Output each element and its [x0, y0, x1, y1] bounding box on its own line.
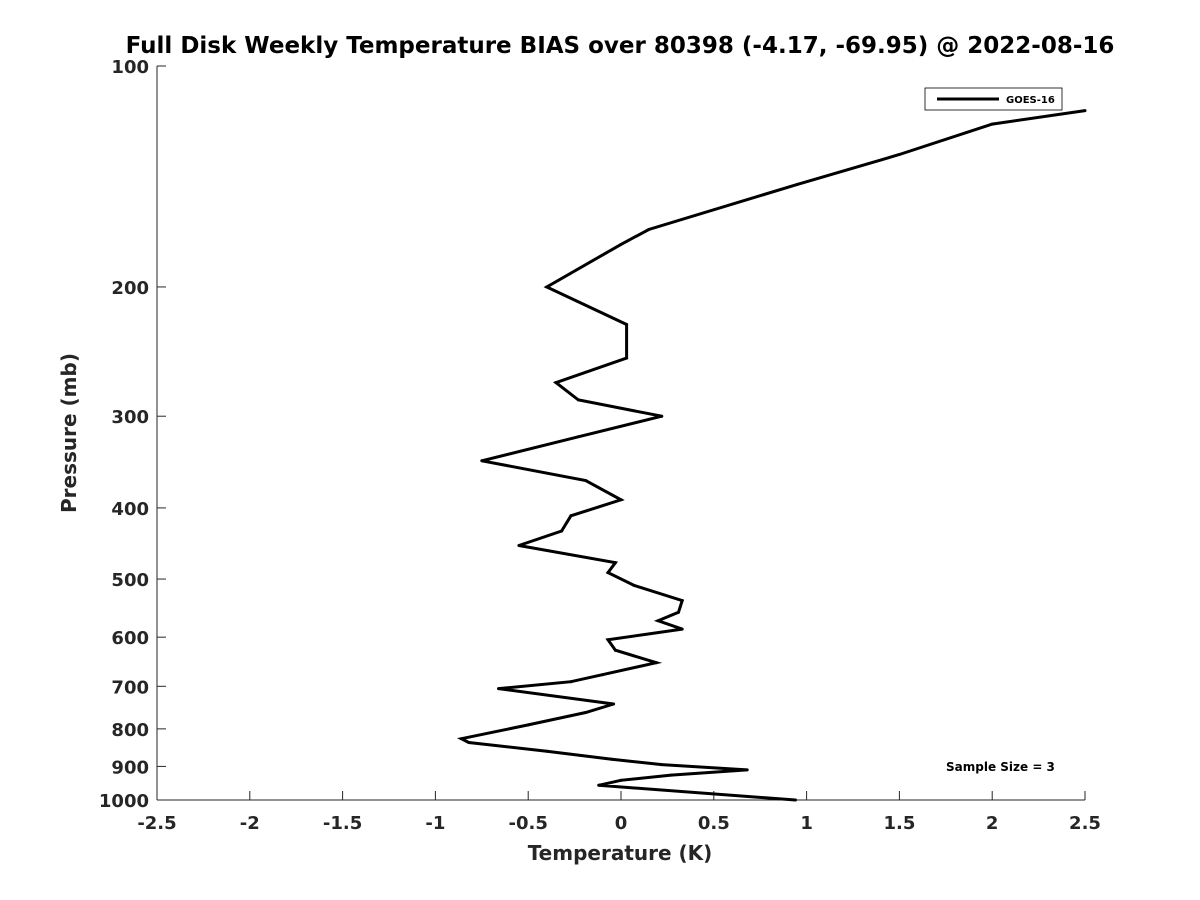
y-ticks: 100 200 300 400 500 600 700 800 900 1000 [99, 57, 166, 812]
data-point [625, 356, 629, 360]
y-tick-label: 500 [111, 570, 149, 591]
data-point [1083, 109, 1087, 113]
data-point [619, 242, 623, 246]
data-point [480, 459, 484, 463]
data-point [606, 571, 610, 575]
data-point [660, 763, 664, 767]
data-point [612, 702, 616, 706]
y-tick-label: 700 [111, 677, 149, 698]
data-point [795, 182, 799, 186]
y-tick-label: 600 [111, 628, 149, 649]
data-point [660, 414, 664, 418]
y-tick-label: 300 [111, 407, 149, 428]
data-point [545, 285, 549, 289]
x-tick-label: 2.5 [1069, 813, 1101, 834]
data-point [619, 778, 623, 782]
legend-label: GOES-16 [1006, 95, 1055, 106]
sample-size-annotation: Sample Size = 3 [946, 760, 1055, 774]
data-point [897, 153, 901, 156]
data-point [560, 529, 564, 533]
data-point [610, 757, 614, 761]
y-tick-label: 900 [111, 757, 149, 778]
x-tick-label: 0.5 [698, 813, 730, 834]
data-point [576, 398, 580, 402]
data-point [584, 479, 588, 482]
x-tick-label: -2.5 [137, 813, 176, 834]
y-tick-label: 800 [111, 720, 149, 741]
data-point [632, 583, 636, 587]
y-tick-label: 100 [111, 57, 149, 78]
plot-area: -2.5 -2 -1.5 -1 -0.5 0 0.5 1 1.5 2 2.5 100 200 300 40… [99, 57, 1101, 834]
axes-frame [157, 66, 1085, 800]
data-point [656, 619, 660, 623]
data-point [680, 627, 684, 631]
data-point [606, 638, 610, 642]
y-tick-label: 400 [111, 499, 149, 520]
data-point [576, 435, 580, 439]
data-point [745, 768, 749, 772]
data-point [569, 514, 573, 518]
x-tick-label: 0 [615, 813, 628, 834]
data-point [647, 228, 651, 231]
data-point [680, 599, 684, 603]
data-point [597, 783, 601, 787]
x-tick-label: -2 [240, 813, 260, 834]
data-point [459, 737, 463, 741]
x-ticks: -2.5 -2 -1.5 -1 -0.5 0 0.5 1 1.5 2 2.5 [137, 791, 1101, 834]
x-tick-label: 2 [986, 813, 999, 834]
data-point [554, 381, 558, 385]
data-point [625, 323, 629, 326]
series-layer [456, 109, 1087, 802]
legend[interactable]: GOES-16 [924, 87, 1063, 111]
data-point [619, 498, 623, 502]
data-point [677, 610, 680, 614]
data-point [584, 711, 588, 714]
data-point [569, 680, 573, 684]
chart-title: Full Disk Weekly Temperature BIAS over 8… [126, 33, 1115, 59]
x-axis-label: Temperature (K) [528, 841, 713, 865]
data-point [613, 648, 617, 652]
x-tick-label: 1 [800, 813, 813, 834]
data-point [990, 122, 994, 126]
y-tick-label: 1000 [99, 791, 149, 812]
data-point [613, 561, 617, 565]
data-point [545, 749, 549, 753]
data-point [654, 661, 658, 665]
data-point [794, 798, 797, 802]
x-tick-label: 1.5 [883, 813, 915, 834]
x-tick-label: -0.5 [509, 813, 548, 834]
data-point [467, 741, 471, 744]
data-point [497, 687, 500, 691]
data-point [600, 673, 604, 677]
y-axis-label: Pressure (mb) [57, 353, 81, 513]
data-point [669, 773, 673, 777]
y-tick-label: 200 [111, 278, 149, 299]
data-point [517, 544, 521, 547]
x-tick-label: -1 [425, 813, 445, 834]
data-point [526, 723, 530, 727]
x-tick-label: -1.5 [323, 813, 362, 834]
